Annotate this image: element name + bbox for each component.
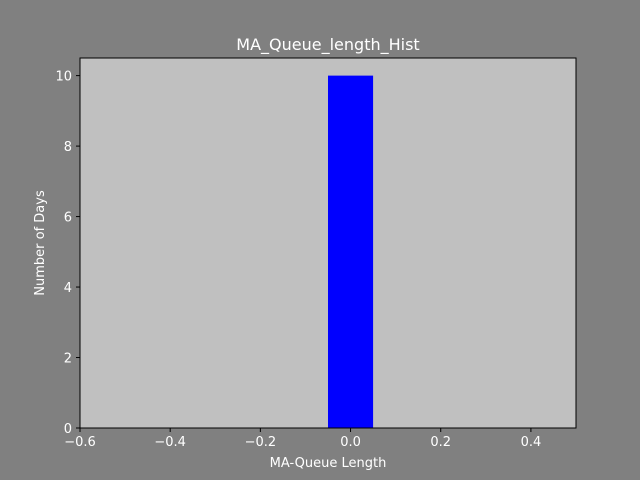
y-tick-label: 0 bbox=[64, 422, 72, 437]
y-tick-label: 10 bbox=[55, 70, 72, 85]
x-tick-label: 0.4 bbox=[521, 435, 542, 450]
histogram-bar bbox=[328, 75, 374, 428]
x-tick-label: −0.6 bbox=[64, 435, 96, 450]
y-tick-label: 6 bbox=[64, 211, 72, 226]
axes-frame bbox=[79, 57, 577, 429]
x-tick-label: −0.4 bbox=[154, 435, 186, 450]
y-axis-ticks: 0 2 4 6 8 10 bbox=[55, 70, 80, 437]
x-axis-label: MA-Queue Length bbox=[270, 456, 387, 471]
y-tick-label: 4 bbox=[64, 281, 72, 296]
bars-group bbox=[328, 75, 374, 428]
y-tick-label: 2 bbox=[64, 352, 72, 367]
x-axis-ticks: −0.6 −0.4 −0.2 0.0 0.2 0.4 bbox=[64, 428, 541, 450]
x-tick-label: −0.2 bbox=[245, 435, 277, 450]
x-tick-label: 0.2 bbox=[430, 435, 451, 450]
chart-title: MA_Queue_length_Hist bbox=[236, 35, 419, 55]
y-tick-label: 8 bbox=[64, 140, 72, 155]
x-tick-label: 0.0 bbox=[340, 435, 361, 450]
y-axis-label: Number of Days bbox=[33, 190, 48, 296]
